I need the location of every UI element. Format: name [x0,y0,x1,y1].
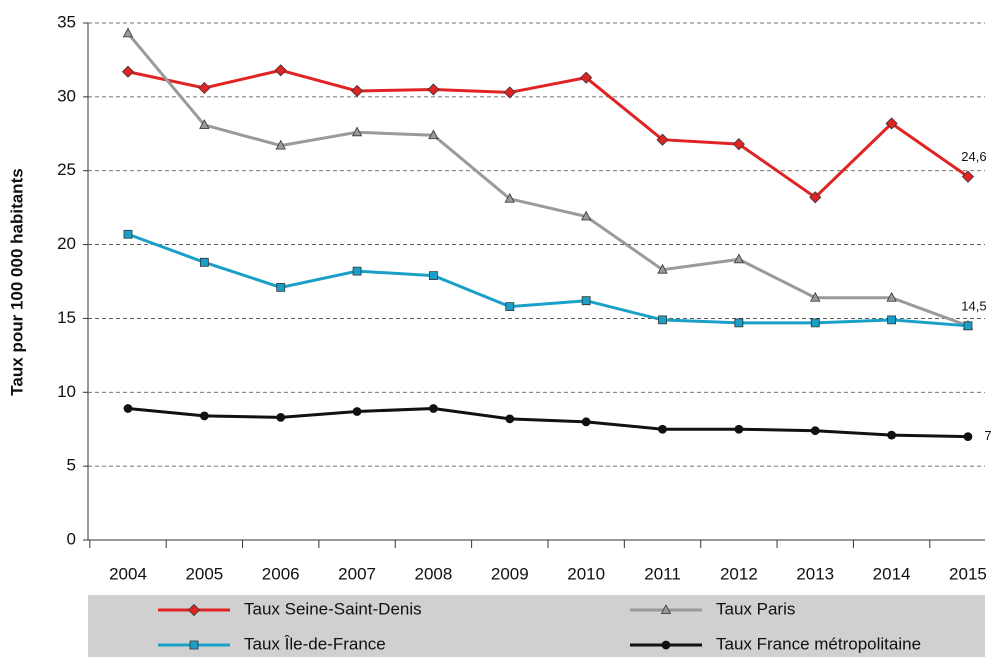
legend-label: Taux France métropolitaine [716,634,921,653]
x-tick-label: 2004 [109,564,147,583]
series-line [127,407,968,439]
marker [732,138,745,151]
y-tick-label: 35 [57,12,76,31]
series-line [127,68,969,200]
x-tick-label: 2010 [567,564,605,583]
legend-box [88,595,985,657]
marker [734,424,744,434]
marker [352,407,362,416]
x-tick-label: 2013 [796,564,834,583]
marker [961,170,975,183]
marker [733,253,745,264]
marker [810,291,821,302]
marker [505,414,515,424]
marker [810,426,820,436]
marker [580,71,593,84]
marker [810,318,820,328]
x-tick-label: 2014 [873,564,911,583]
marker [505,302,515,312]
marker [427,83,440,96]
y-tick-label: 15 [57,308,76,327]
marker [658,315,667,325]
y-tick-label: 20 [57,234,76,253]
marker [504,192,515,203]
legend-label: Taux Seine-Saint-Denis [244,599,422,618]
marker [963,321,973,331]
marker [122,27,134,38]
legend-marker [660,604,672,614]
y-axis-label: Taux pour 100 000 habitants [7,168,26,395]
marker [887,430,896,440]
marker [199,119,210,129]
marker [276,283,286,292]
marker [656,133,669,146]
legend-marker [189,640,199,650]
marker [352,266,362,276]
marker [886,291,897,302]
legend-marker [661,640,671,650]
y-tick-label: 0 [67,529,76,548]
marker [658,424,667,434]
marker [581,417,591,427]
data-label: 24,6 [961,149,986,164]
y-tick-label: 25 [57,160,76,179]
legend-marker [187,603,201,617]
marker [963,432,973,442]
data-label: 7 [984,428,991,443]
marker [429,404,438,413]
marker [503,86,516,99]
marker [276,412,286,422]
marker [123,404,133,413]
marker [121,65,135,78]
series-line [127,232,969,328]
marker [809,191,822,204]
marker [429,271,438,280]
marker [428,129,439,140]
marker [351,84,364,98]
marker [887,315,896,325]
x-tick-label: 2007 [338,564,376,583]
x-tick-label: 2006 [262,564,300,583]
marker [199,411,209,421]
x-tick-label: 2011 [644,564,681,583]
marker [199,257,209,267]
marker [123,229,133,239]
data-label: 14,5 [961,298,986,313]
x-tick-label: 2008 [415,564,453,583]
marker [274,64,287,77]
marker [275,139,286,150]
series-line [126,32,969,328]
x-tick-label: 2015 [949,564,987,583]
y-tick-label: 5 [67,456,76,475]
legend-label: Taux Paris [716,599,795,618]
marker [351,126,363,137]
x-tick-label: 2012 [720,564,758,583]
legend-label: Taux Île-de-France [244,634,386,653]
marker [581,296,591,306]
marker [734,318,744,328]
x-tick-label: 2005 [185,564,223,583]
x-tick-label: 2009 [491,564,529,583]
marker [580,210,592,221]
y-tick-label: 30 [57,86,76,105]
marker [657,263,668,274]
marker [885,117,898,130]
y-tick-label: 10 [57,382,76,401]
marker [198,81,211,95]
